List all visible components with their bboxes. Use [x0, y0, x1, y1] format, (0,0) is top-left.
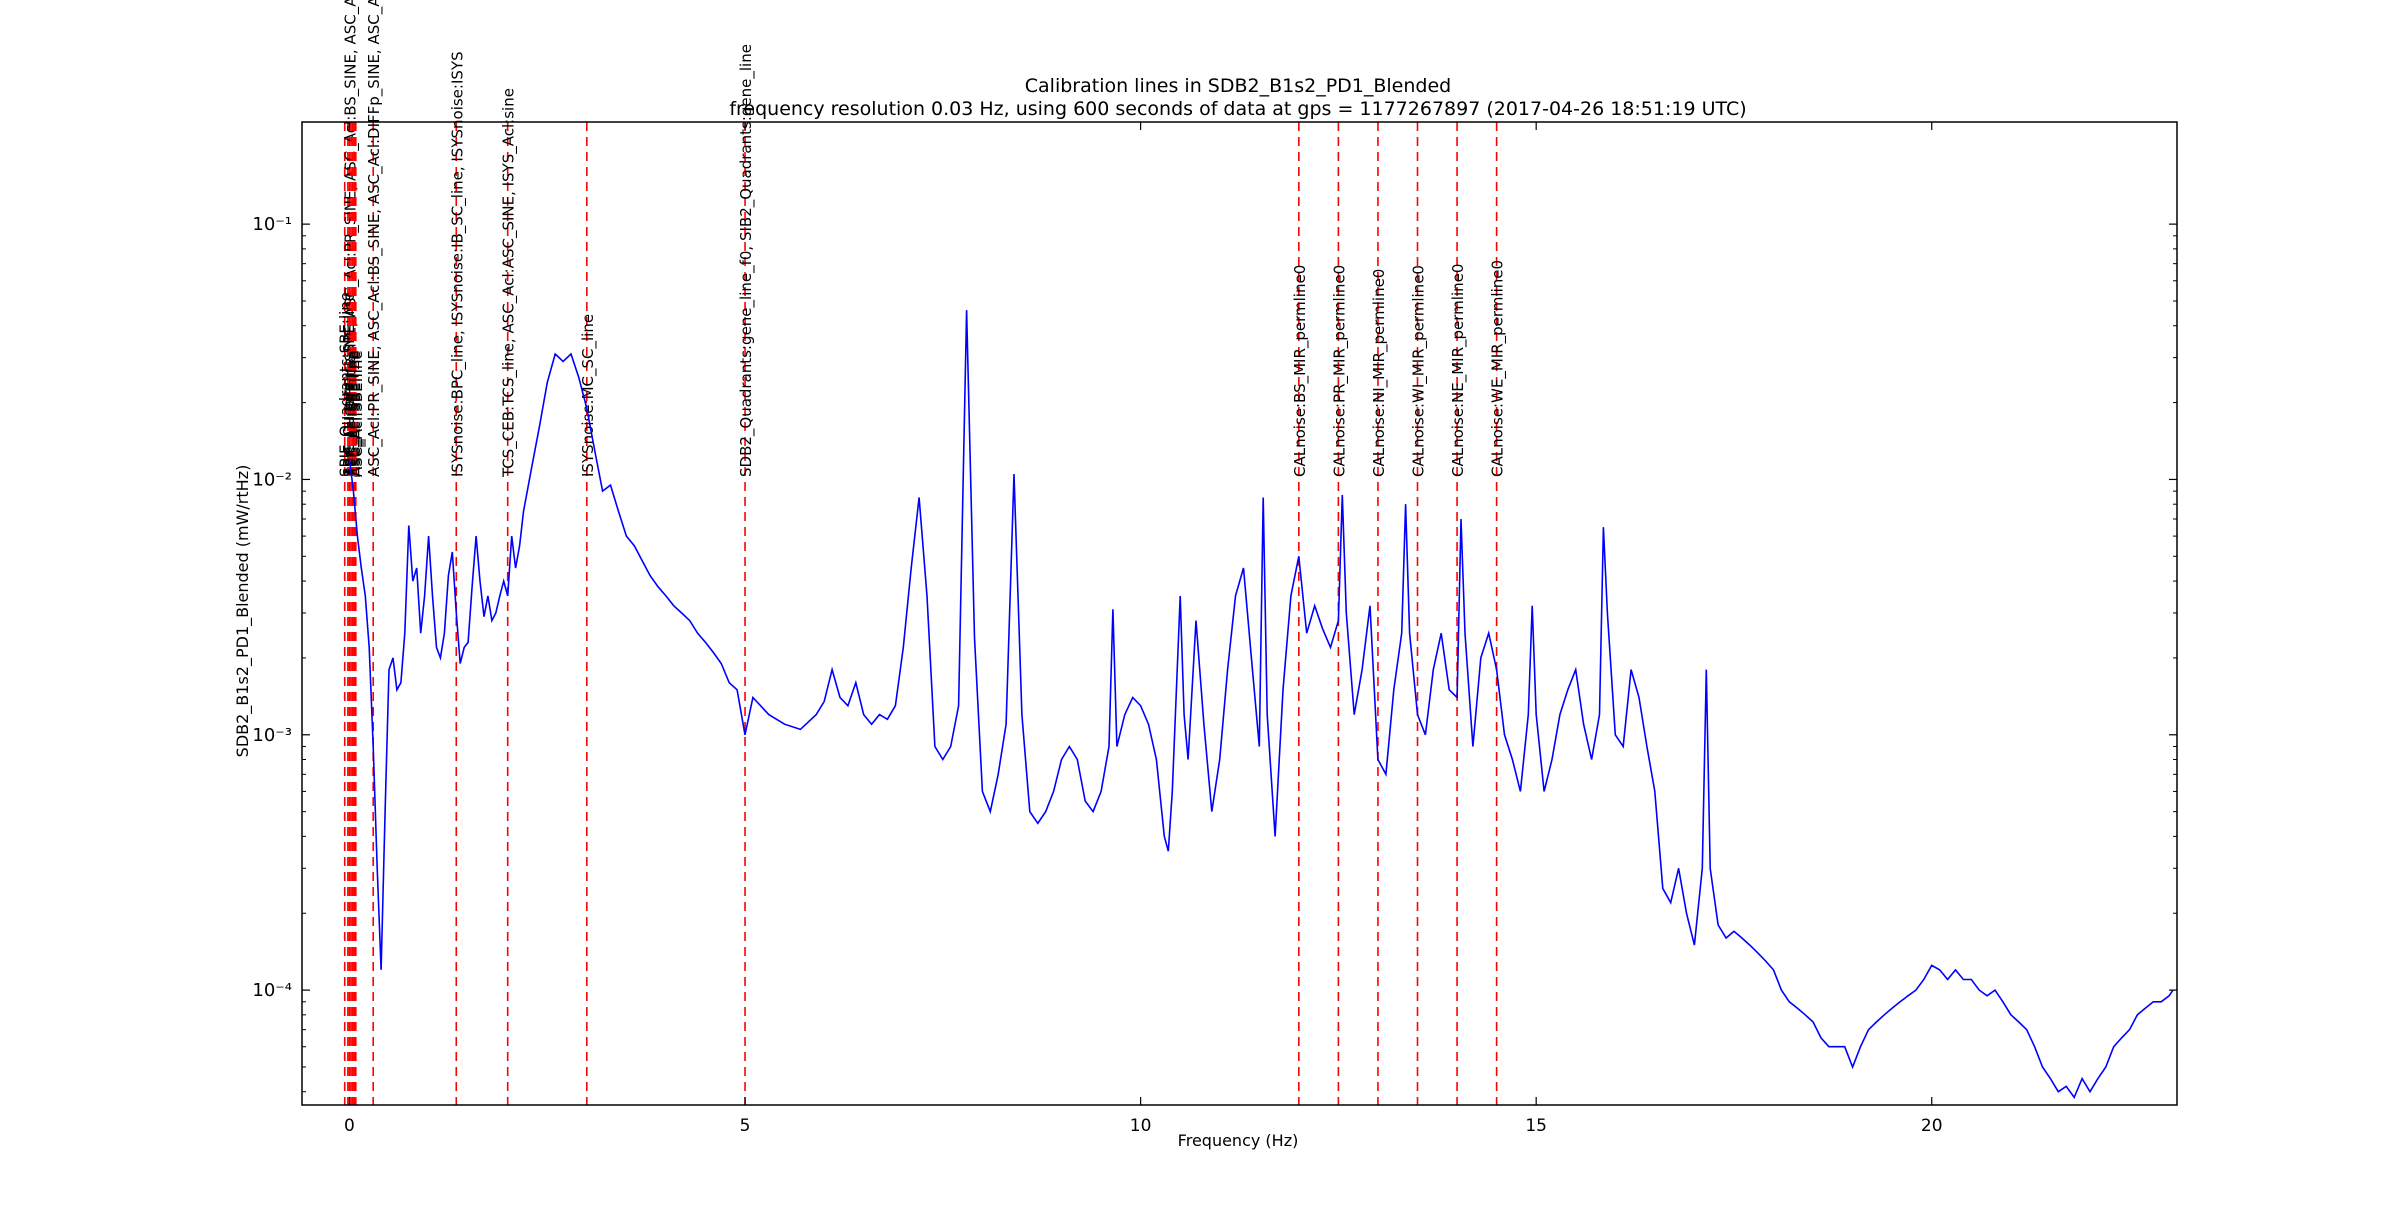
- calibration-marker-label: ASC_Acl:PR_SINE, ASC_Acl:BS_SINE, ASC_Ac…: [365, 0, 384, 477]
- calibration-marker-label: ISYSnoise:BPC_line, ISYSnoise:IB_SC_line…: [448, 51, 467, 477]
- y-axis-label: SDB2_B1s2_PD1_Blended (mW/rtHz): [233, 465, 253, 758]
- plot-frame: [301, 121, 2178, 1106]
- y-tick-label: 10⁻²: [252, 469, 292, 490]
- chart-title: Calibration lines in SDB2_B1s2_PD1_Blend…: [1025, 75, 1451, 97]
- calibration-marker-label: TCS_CEB:TCS_line, ASC_Acl:ASC_SINE, ISYS…: [500, 88, 519, 478]
- y-tick-label: 10⁻⁴: [252, 980, 292, 1001]
- calibration-marker-label: SDB2_Quadrants:gene_line_f0, SIB2_Quadra…: [737, 44, 756, 477]
- x-tick-label: 0: [344, 1116, 355, 1136]
- calibration-marker-label: ASC_Acl:DIFFp_SINE, ASC_Acl:PR_SINE, ASC…: [341, 0, 360, 477]
- calibration-marker-label: ISYSnoise:MC_SC_line: [579, 314, 598, 477]
- series-layer: [348, 310, 2174, 1100]
- y-tick-label: 10⁻¹: [252, 214, 292, 235]
- calibration-marker-label: CALnoise:NI_MIR_permline0: [1370, 269, 1389, 477]
- calibration-marker-label: CALnoise:PR_MIR_permline0: [1330, 265, 1349, 477]
- x-tick-label: 5: [740, 1116, 751, 1136]
- calibration-marker-label: CALnoise:NE_MIR_permline0: [1449, 264, 1468, 477]
- x-axis-label: Frequency (Hz): [1178, 1131, 1299, 1150]
- calibration-marker-label: CALnoise:WI_MIR_permline0: [1410, 265, 1429, 477]
- y-tick-label: 10⁻³: [252, 725, 292, 746]
- calibration-marker-label: ASC_Acl:SBE:line: [348, 350, 367, 477]
- marker-layer: SPIE_Quadrants:SBE:lineSPIE_Quadrants:SB…: [337, 0, 1508, 1105]
- x-tick-label: 20: [1921, 1116, 1943, 1136]
- x-tick-label: 10: [1130, 1116, 1152, 1136]
- calibration-marker-label: CALnoise:WE_MIR_permline0: [1489, 260, 1508, 477]
- spectrum-line: [348, 310, 2174, 1100]
- x-tick-label: 15: [1525, 1116, 1547, 1136]
- calibration-marker-label: CALnoise:BS_MIR_permline0: [1291, 265, 1310, 477]
- tick-layer: 0 5 10 15 20 10⁻⁴ 10⁻³ 10⁻² 10⁻¹: [252, 122, 2177, 1136]
- chart-subtitle: frequency resolution 0.03 Hz, using 600 …: [729, 98, 1746, 120]
